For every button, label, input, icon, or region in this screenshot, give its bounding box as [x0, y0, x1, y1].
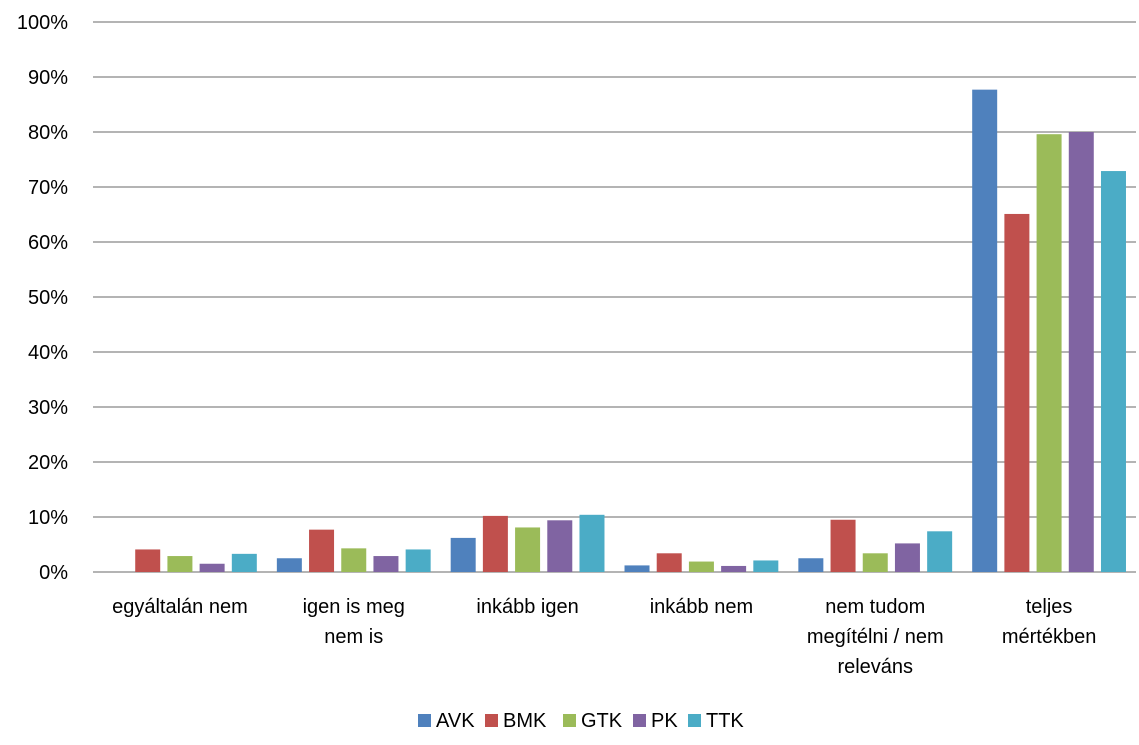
legend-swatch — [485, 714, 498, 727]
legend-swatch — [633, 714, 646, 727]
bar — [276, 558, 302, 572]
bar — [862, 553, 888, 572]
bar — [515, 527, 541, 572]
bar — [972, 89, 998, 573]
bar — [1004, 213, 1030, 572]
y-tick-label: 30% — [28, 397, 68, 419]
legend: AVK BMK GTK PK TTK — [418, 710, 744, 732]
y-tick-label: 40% — [28, 342, 68, 364]
y-tick-label: 20% — [28, 452, 68, 474]
y-tick-label: 90% — [28, 67, 68, 89]
legend-label: PK — [651, 710, 678, 732]
x-axis-labels: egyáltalán nem igen is meg nem is inkább ig… — [112, 596, 1096, 678]
bar — [547, 520, 573, 572]
bar — [656, 553, 682, 572]
x-category-label: teljes mértékben — [1002, 596, 1097, 648]
bar — [309, 529, 335, 572]
bar — [167, 556, 193, 572]
y-tick-label: 70% — [28, 177, 68, 199]
bar — [1100, 171, 1126, 573]
x-category-label: inkább nem — [650, 596, 753, 618]
y-tick-label: 60% — [28, 232, 68, 254]
y-tick-label: 100% — [17, 12, 68, 34]
bar — [830, 519, 856, 572]
bar — [721, 565, 747, 572]
y-axis-ticks: 0% 10% 20% 30% 40% 50% 60% 70% 80% 90% 100% — [17, 12, 68, 584]
bar — [231, 553, 257, 572]
legend-swatch — [418, 714, 431, 727]
bar — [405, 549, 431, 572]
legend-label: TTK — [706, 710, 744, 732]
bar — [927, 531, 953, 572]
bars — [135, 89, 1126, 573]
bar — [894, 543, 920, 572]
legend-label: BMK — [503, 710, 547, 732]
bar — [450, 537, 476, 572]
bar — [1068, 132, 1094, 572]
y-tick-label: 0% — [39, 562, 68, 584]
x-category-label: inkább igen — [476, 596, 578, 618]
bar — [798, 558, 824, 572]
x-category-label: egyáltalán nem — [112, 596, 248, 618]
x-category-label: nem tudom megítélni / nem releváns — [807, 596, 944, 678]
bar — [1036, 134, 1062, 572]
bar — [688, 561, 714, 572]
legend-label: AVK — [436, 710, 475, 732]
bar — [624, 565, 650, 572]
bar — [341, 548, 367, 572]
gridlines — [93, 21, 1136, 573]
bar — [579, 514, 605, 572]
bar — [753, 560, 779, 572]
y-tick-label: 50% — [28, 287, 68, 309]
bar — [135, 549, 161, 572]
bar — [199, 563, 225, 572]
x-category-label: igen is meg nem is — [303, 596, 405, 648]
legend-swatch — [563, 714, 576, 727]
y-tick-label: 80% — [28, 122, 68, 144]
bar — [482, 515, 508, 572]
legend-swatch — [688, 714, 701, 727]
bar — [373, 556, 399, 572]
y-tick-label: 10% — [28, 507, 68, 529]
legend-label: GTK — [581, 710, 623, 732]
